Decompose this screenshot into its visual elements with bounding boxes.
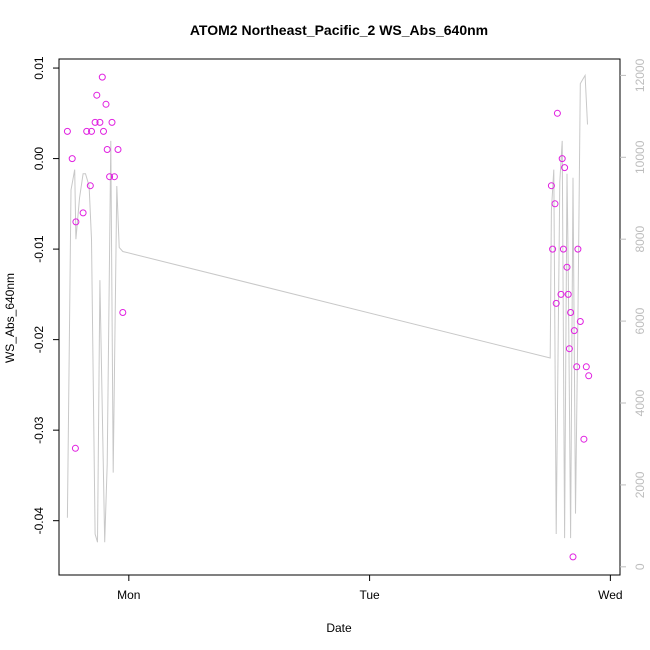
data-point [114, 146, 122, 153]
data-point [564, 290, 572, 298]
data-point [91, 118, 99, 126]
data-point [569, 553, 577, 561]
y-tick-label: -0.04 [32, 507, 46, 535]
x-tick-label: Wed [598, 588, 622, 602]
data-point [551, 200, 559, 208]
data-point [103, 146, 111, 153]
data-point [563, 263, 571, 271]
y2-tick-label: 0 [633, 563, 647, 570]
data-point [79, 209, 87, 217]
y-axis-right: 0 2000 4000 6000 8000 10000 12000 [620, 58, 647, 570]
data-point [63, 127, 71, 135]
data-point [565, 345, 573, 353]
y-tick-label: -0.03 [32, 416, 46, 444]
y2-tick-label: 4000 [633, 389, 647, 416]
data-point [119, 309, 127, 316]
y-axis-left: 0.01 0.00 -0.01 -0.02 -0.03 -0.04 [32, 56, 59, 534]
y2-tick-label: 8000 [633, 226, 647, 253]
data-point [574, 245, 582, 253]
y2-tick-label: 6000 [633, 307, 647, 334]
data-point [549, 245, 557, 253]
data-point [72, 218, 80, 226]
data-point [110, 173, 118, 181]
y2-tick-label: 12000 [633, 58, 647, 92]
y-tick-label: 0.00 [32, 147, 46, 171]
series-line [66, 73, 588, 543]
data-point [83, 127, 91, 135]
x-axis: Mon Tue Wed [117, 575, 623, 602]
data-point [557, 290, 565, 298]
data-point [585, 372, 593, 380]
x-tick-label: Mon [117, 588, 140, 602]
data-point [71, 444, 79, 452]
data-point [88, 127, 95, 135]
plot-frame [58, 58, 621, 576]
data-point [98, 73, 106, 81]
data-point [576, 318, 584, 325]
y-axis-label: WS_Abs_640nm [3, 273, 17, 363]
y2-tick-label: 2000 [633, 471, 647, 498]
data-point [559, 245, 567, 253]
data-point [547, 182, 555, 190]
x-tick-label: Tue [359, 588, 380, 602]
x-axis-label: Date [326, 621, 352, 635]
data-point [580, 435, 588, 443]
data-point [570, 327, 578, 335]
data-point [106, 173, 114, 181]
data-point [86, 182, 94, 190]
y-tick-label: -0.02 [32, 326, 46, 354]
data-point [68, 155, 76, 163]
data-point [573, 363, 581, 371]
data-point [102, 100, 110, 108]
data-point [582, 363, 590, 371]
chart-title: ATOM2 Northeast_Pacific_2 WS_Abs_640nm [190, 22, 488, 38]
y-tick-label: 0.01 [32, 56, 46, 80]
y-tick-label: -0.01 [32, 235, 46, 263]
data-point [553, 109, 561, 117]
data-point [100, 127, 107, 135]
data-point [552, 299, 560, 307]
data-point [108, 118, 116, 126]
data-point [561, 164, 569, 172]
data-point [558, 155, 566, 163]
data-point [93, 91, 101, 99]
y2-tick-label: 10000 [633, 140, 647, 174]
plot-area [63, 73, 593, 561]
data-point [567, 309, 575, 316]
data-point [96, 118, 104, 126]
